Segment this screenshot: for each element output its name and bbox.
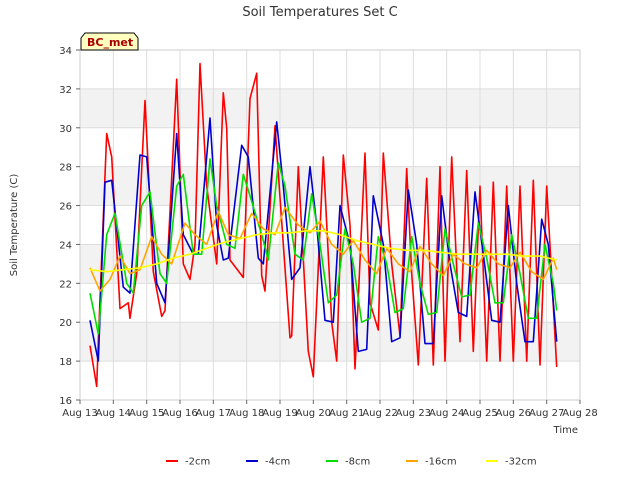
x-axis-title: Time <box>553 425 578 436</box>
x-tick-label: Aug 13 <box>62 408 97 419</box>
plot-frame <box>79 49 581 401</box>
y-tick-label: 26 <box>59 202 72 213</box>
y-axis: 16 18 20 22 24 26 28 30 32 34 <box>59 46 80 407</box>
series-line-16cm <box>89 206 558 292</box>
x-tick-label: Aug 15 <box>129 408 164 419</box>
x-tick-label: Aug 19 <box>262 408 297 419</box>
x-tick-label: Aug 20 <box>296 408 331 419</box>
series-line-8cm <box>89 158 558 335</box>
band-28-30 <box>80 127 580 167</box>
y-tick-label: 16 <box>59 396 72 407</box>
x-tick-label: Aug 18 <box>229 408 264 419</box>
y-tick-label: 18 <box>59 357 72 368</box>
y-tick-label: 22 <box>59 279 72 290</box>
band-24-26 <box>80 205 580 245</box>
y-tick-label: 30 <box>59 124 72 135</box>
x-tick-label: Aug 21 <box>329 408 364 419</box>
band-30-32 <box>80 88 580 128</box>
y-tick-label: 28 <box>59 163 72 174</box>
x-tick-label: Aug 28 <box>562 408 597 419</box>
x-tick-label: Aug 25 <box>462 408 497 419</box>
y-axis-title: Soil Temperature (C) <box>9 174 20 277</box>
band-18-20 <box>80 322 580 362</box>
y-tick-label: 32 <box>59 85 72 96</box>
y-tick-label: 20 <box>59 318 72 329</box>
x-tick-label: Aug 14 <box>96 408 131 419</box>
x-tick-label: Aug 22 <box>362 408 397 419</box>
x-tick-label: Aug 24 <box>429 408 464 419</box>
x-tick-label: Aug 27 <box>529 408 564 419</box>
band-32-34 <box>80 50 580 89</box>
chart-title: Soil Temperatures Set C <box>242 5 397 20</box>
badge-shape <box>80 32 139 51</box>
y-tick-label: 34 <box>59 46 72 57</box>
band-26-28 <box>80 166 580 206</box>
x-tick-label: Aug 16 <box>162 408 197 419</box>
legend: -2cm -4cm -8cm -16cm -32cm <box>166 457 537 468</box>
badge: BC_met <box>80 32 139 51</box>
x-tick-label: Aug 17 <box>196 408 231 419</box>
band-16-18 <box>80 361 580 400</box>
series-line-32cm <box>89 230 557 273</box>
badge-text: BC_met <box>87 36 133 49</box>
series-line-2cm <box>89 62 558 388</box>
legend-label-32cm: -32cm <box>505 457 537 468</box>
legend-label-8cm: -8cm <box>345 457 370 468</box>
legend-label-2cm: -2cm <box>185 457 210 468</box>
y-tick-label: 24 <box>59 240 72 251</box>
legend-label-4cm: -4cm <box>265 457 290 468</box>
x-tick-label: Aug 23 <box>396 408 431 419</box>
x-tick-label: Aug 26 <box>496 408 531 419</box>
legend-label-16cm: -16cm <box>425 457 457 468</box>
series-layer <box>89 62 558 388</box>
